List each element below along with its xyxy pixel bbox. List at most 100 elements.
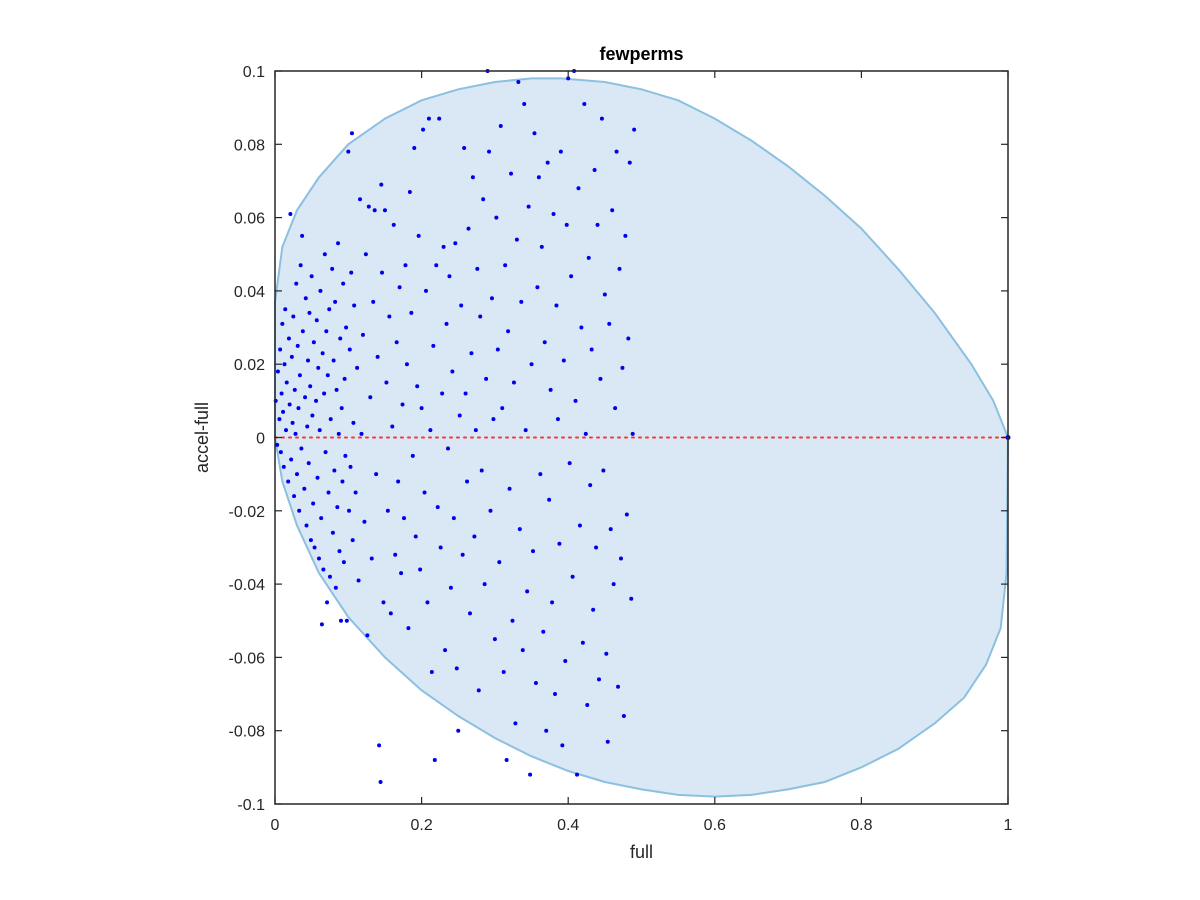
data-point-15 bbox=[286, 336, 291, 341]
data-point-109 bbox=[365, 633, 370, 638]
data-point-245 bbox=[563, 659, 568, 664]
data-point-201 bbox=[498, 123, 503, 128]
data-point-275 bbox=[607, 321, 612, 326]
data-point-120 bbox=[380, 270, 385, 275]
data-point-48 bbox=[311, 340, 316, 345]
data-point-161 bbox=[440, 391, 445, 396]
data-point-103 bbox=[356, 578, 361, 583]
data-point-145 bbox=[416, 233, 421, 238]
data-point-167 bbox=[448, 585, 453, 590]
data-point-193 bbox=[487, 149, 492, 154]
data-point-194 bbox=[488, 508, 493, 513]
data-point-5 bbox=[278, 450, 283, 455]
data-point-24 bbox=[293, 431, 298, 436]
data-point-97 bbox=[349, 131, 354, 136]
data-point-119 bbox=[379, 182, 384, 187]
y-tick-label-7: 0.04 bbox=[234, 284, 265, 301]
data-point-142 bbox=[412, 145, 417, 150]
data-point-56 bbox=[318, 288, 323, 293]
data-point-266 bbox=[594, 545, 599, 550]
data-point-249 bbox=[569, 274, 574, 279]
data-point-287 bbox=[624, 512, 629, 517]
data-point-7 bbox=[280, 321, 285, 326]
data-point-216 bbox=[520, 648, 525, 653]
data-point-3 bbox=[277, 417, 282, 422]
data-point-139 bbox=[407, 189, 412, 194]
data-point-116 bbox=[375, 354, 380, 359]
data-point-140 bbox=[409, 310, 414, 315]
data-point-205 bbox=[504, 758, 509, 763]
data-point-6 bbox=[279, 391, 284, 396]
data-point-152 bbox=[426, 116, 431, 121]
data-point-256 bbox=[579, 325, 584, 330]
data-point-174 bbox=[459, 303, 464, 308]
y-tick-label-1: -0.08 bbox=[229, 724, 266, 741]
data-point-281 bbox=[616, 684, 621, 689]
data-point-202 bbox=[500, 406, 505, 411]
data-point-34 bbox=[300, 329, 305, 334]
data-point-135 bbox=[402, 516, 407, 521]
data-point-212 bbox=[514, 237, 519, 242]
data-point-268 bbox=[596, 677, 601, 682]
data-point-143 bbox=[413, 534, 418, 539]
data-point-262 bbox=[588, 483, 593, 488]
data-point-16 bbox=[287, 402, 292, 407]
data-point-178 bbox=[465, 479, 470, 484]
data-point-65 bbox=[325, 600, 330, 605]
data-point-265 bbox=[592, 167, 597, 172]
data-point-42 bbox=[307, 310, 312, 315]
data-point-277 bbox=[610, 208, 615, 213]
data-point-186 bbox=[476, 688, 481, 693]
data-point-168 bbox=[450, 369, 455, 374]
data-point-141 bbox=[410, 453, 415, 458]
data-point-159 bbox=[437, 116, 442, 121]
data-point-199 bbox=[495, 347, 500, 352]
data-point-95 bbox=[348, 464, 353, 469]
data-point-250 bbox=[570, 574, 575, 579]
data-point-4 bbox=[278, 347, 283, 352]
data-point-128 bbox=[391, 222, 396, 227]
data-point-35 bbox=[302, 486, 307, 491]
data-point-243 bbox=[560, 743, 565, 748]
data-point-176 bbox=[462, 145, 467, 150]
x-tick-label-5: 1 bbox=[1004, 817, 1013, 834]
data-point-189 bbox=[481, 197, 486, 202]
data-point-85 bbox=[340, 479, 345, 484]
data-point-285 bbox=[621, 714, 626, 719]
data-point-215 bbox=[519, 299, 524, 304]
data-point-58 bbox=[319, 622, 324, 627]
data-point-72 bbox=[330, 530, 335, 535]
data-point-271 bbox=[601, 468, 606, 473]
data-point-198 bbox=[494, 215, 499, 220]
data-point-133 bbox=[399, 571, 404, 576]
data-point-31 bbox=[298, 263, 303, 268]
data-point-55 bbox=[317, 428, 322, 433]
x-tick-label-0: 0 bbox=[271, 817, 280, 834]
y-axis-label: accel-full bbox=[192, 402, 212, 473]
data-point-50 bbox=[314, 398, 319, 403]
data-point-69 bbox=[327, 574, 332, 579]
data-point-2 bbox=[275, 369, 280, 374]
data-point-153 bbox=[428, 428, 433, 433]
data-point-111 bbox=[368, 395, 373, 400]
data-point-228 bbox=[538, 472, 543, 477]
data-point-284 bbox=[620, 365, 625, 370]
data-point-286 bbox=[623, 233, 628, 238]
axis-ticks: 0 0.2 0.4 0.6 0.8 1 -0.1 -0.08 -0.06 -0.04 -0.02 0 0… bbox=[229, 64, 1013, 834]
data-point-47 bbox=[311, 501, 316, 506]
data-point-223 bbox=[531, 549, 536, 554]
data-point-74 bbox=[332, 468, 337, 473]
data-point-260 bbox=[585, 703, 590, 708]
data-point-19 bbox=[289, 354, 294, 359]
data-point-8 bbox=[281, 409, 286, 414]
data-point-146 bbox=[418, 567, 423, 572]
data-point-44 bbox=[308, 538, 313, 543]
data-point-88 bbox=[342, 376, 347, 381]
data-point-92 bbox=[346, 149, 351, 154]
data-point-136 bbox=[403, 263, 408, 268]
data-point-40 bbox=[305, 358, 310, 363]
data-point-131 bbox=[396, 479, 401, 484]
data-point-154 bbox=[429, 670, 434, 675]
data-point-210 bbox=[511, 380, 516, 385]
y-tick-label-3: -0.04 bbox=[229, 577, 266, 594]
